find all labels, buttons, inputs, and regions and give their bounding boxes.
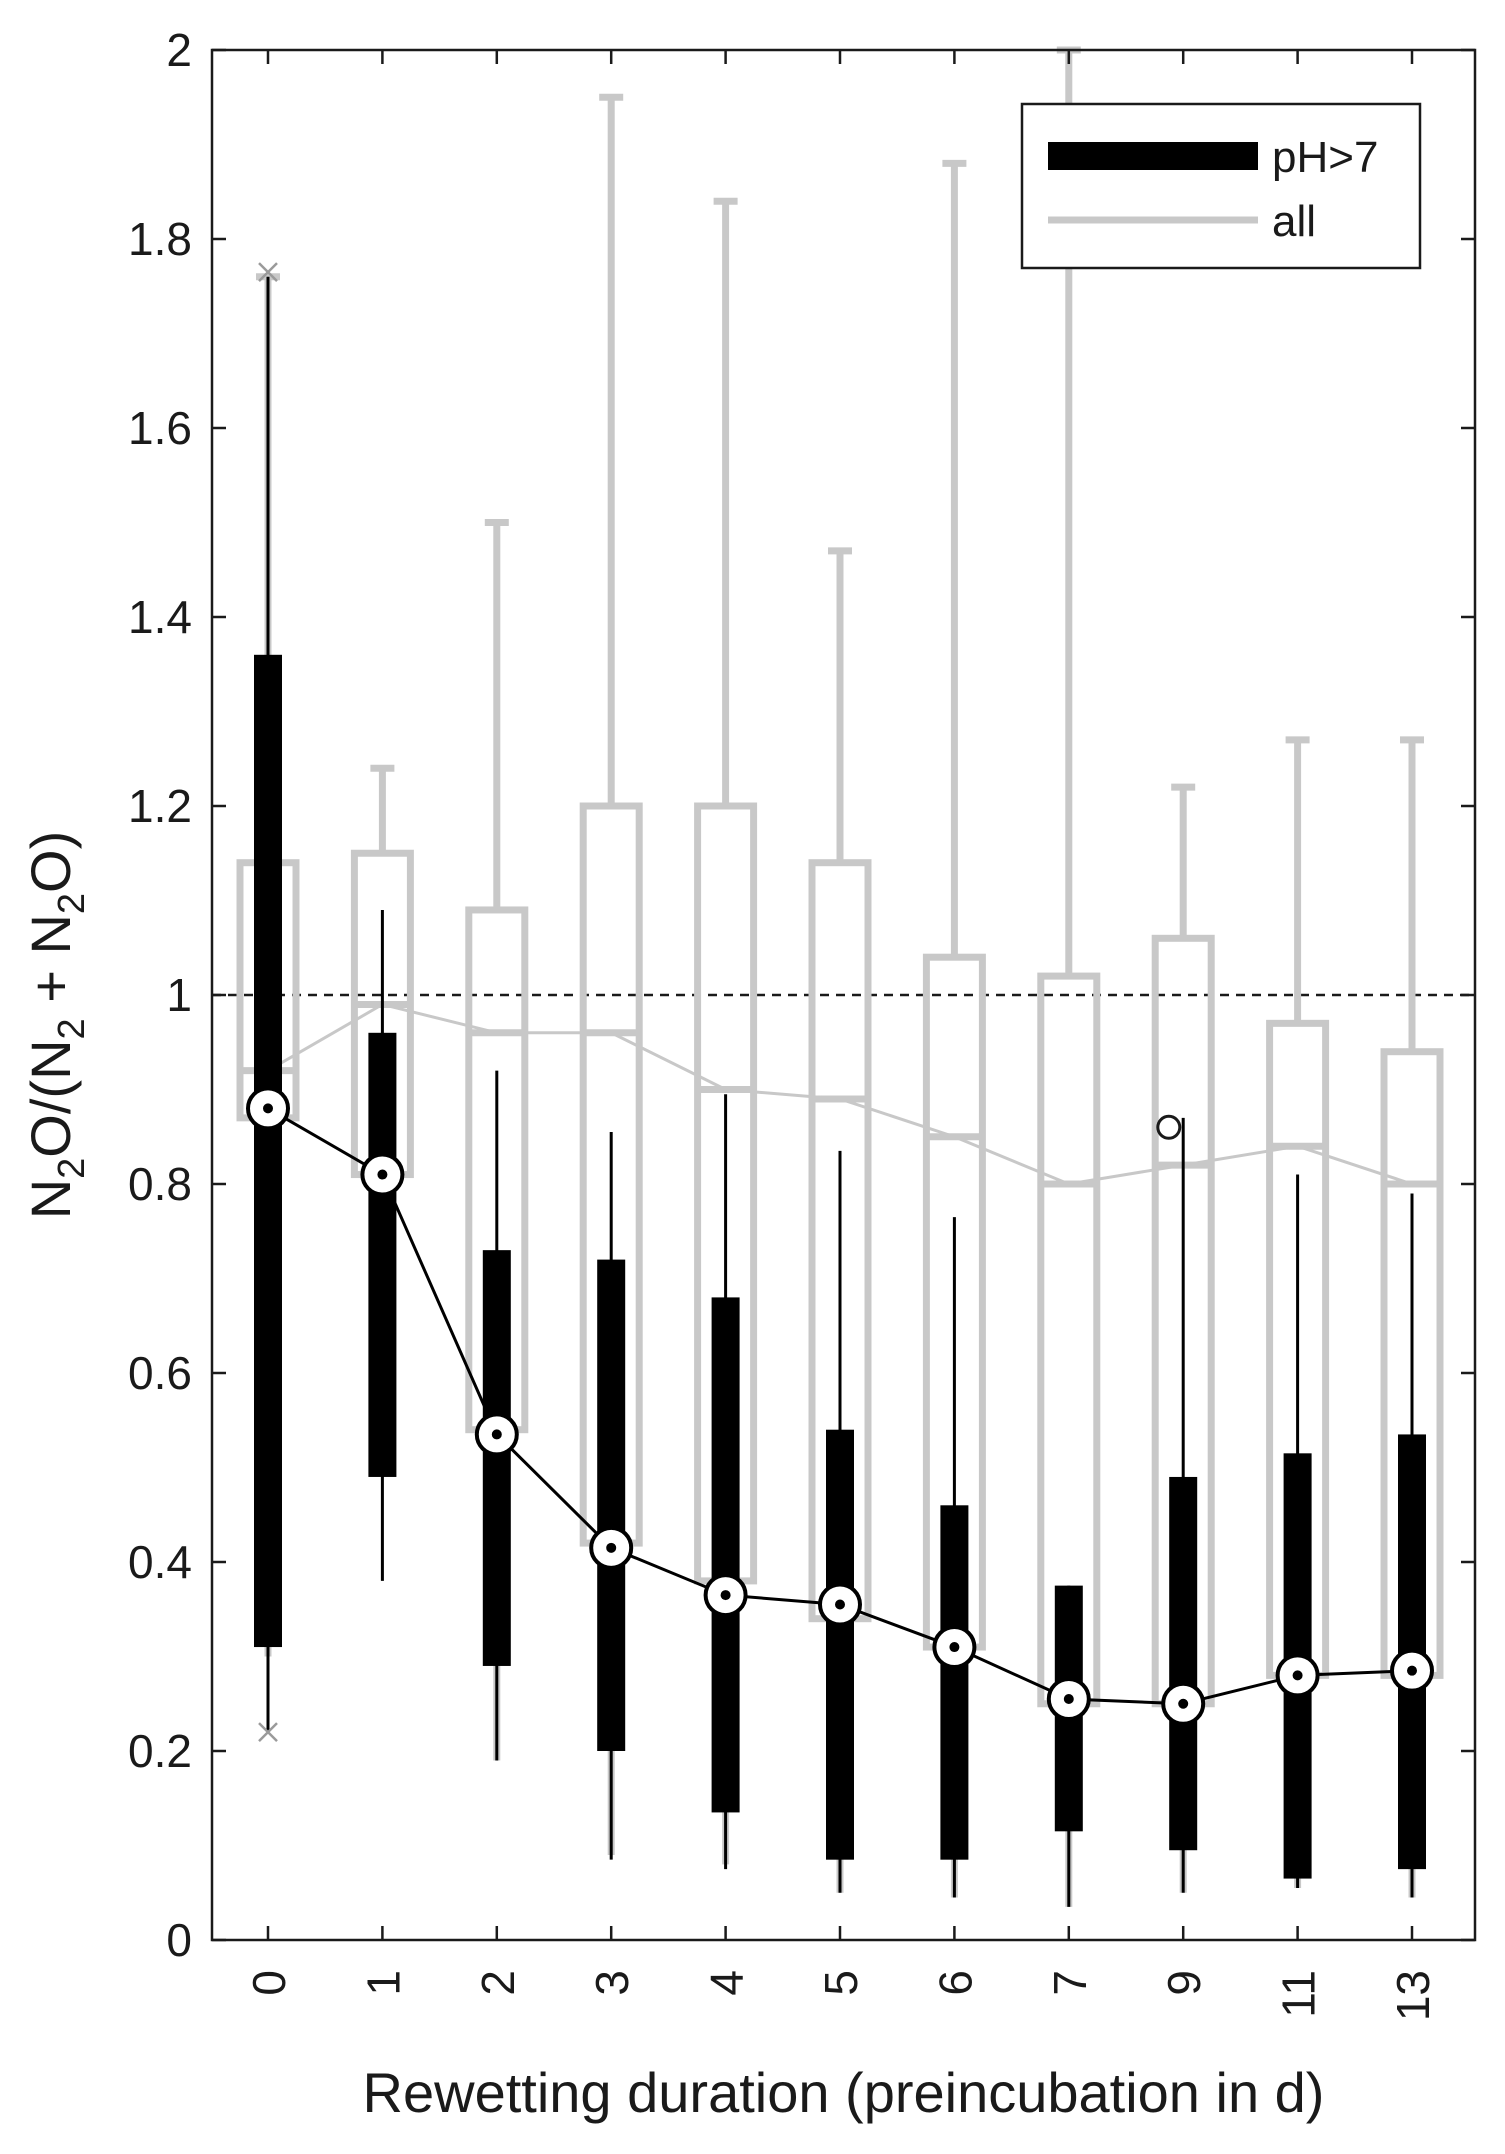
y-axis-label-part: N bbox=[19, 1179, 82, 1219]
ph-median-dot bbox=[949, 1642, 960, 1653]
x-tick-label: 4 bbox=[701, 1970, 753, 1996]
y-tick-label: 0.8 bbox=[128, 1158, 192, 1210]
x-tick-label: 2 bbox=[472, 1970, 524, 1996]
y-tick-label: 1.6 bbox=[128, 402, 192, 454]
y-tick-label: 2 bbox=[166, 24, 192, 76]
y-axis-label: N2O/(N2 + N2O) bbox=[19, 831, 93, 1220]
legend: pH>7 all bbox=[1020, 102, 1422, 270]
ph-median-dot bbox=[1063, 1694, 1074, 1705]
all-outlier bbox=[1156, 1114, 1182, 1140]
ph-box bbox=[254, 654, 282, 1648]
legend-label-ph: pH>7 bbox=[1272, 133, 1378, 182]
x-tick-label: 3 bbox=[586, 1970, 638, 1996]
y-tick-label: 1.4 bbox=[128, 591, 192, 643]
ph-median-dot bbox=[377, 1169, 388, 1180]
y-tick-label: 0.2 bbox=[128, 1725, 192, 1777]
legend-label-all: all bbox=[1272, 197, 1316, 246]
ph-extreme-marker-stroke bbox=[258, 262, 278, 282]
y-tick-label: 1.8 bbox=[128, 213, 192, 265]
ph-median-dot bbox=[1292, 1670, 1303, 1681]
ph-box bbox=[711, 1297, 740, 1813]
y-tick-label: 0.6 bbox=[128, 1347, 192, 1399]
ph-extreme-marker bbox=[258, 1722, 278, 1742]
x-tick-label: 13 bbox=[1387, 1970, 1439, 2021]
y-axis-label-subscript: 2 bbox=[51, 893, 93, 914]
y-axis-label-part: + N bbox=[19, 914, 82, 1018]
y-tick-label: 0.4 bbox=[128, 1536, 192, 1588]
ph-box bbox=[826, 1429, 854, 1860]
ph-box bbox=[597, 1259, 626, 1751]
ph-box bbox=[368, 1032, 397, 1477]
axes-layer: 0 0.2 0.4 0.6 0.8 1 1.2 1.4 1.6 1.8 2 0 1 2 3 4 5 6 7 9 11 13 bbox=[128, 24, 1477, 2021]
ph-median-dot bbox=[1407, 1665, 1417, 1676]
all-median-line bbox=[267, 1002, 1413, 1186]
ph-median-dot bbox=[720, 1590, 731, 1601]
x-tick-label: 0 bbox=[243, 1970, 295, 1996]
ph-median-dot bbox=[835, 1599, 845, 1610]
ph-median-dot bbox=[1178, 1698, 1189, 1709]
ph-box bbox=[482, 1250, 511, 1666]
ph-series-layer bbox=[246, 262, 1434, 1907]
x-tick-label: 6 bbox=[929, 1970, 981, 1996]
y-tick-label: 1.2 bbox=[128, 780, 192, 832]
legend-box bbox=[1020, 102, 1422, 270]
ph-extreme-marker bbox=[258, 262, 278, 282]
y-axis-label-part: O/(N bbox=[19, 1039, 82, 1157]
x-tick-label: 11 bbox=[1273, 1970, 1325, 2018]
ph-box bbox=[940, 1505, 969, 1860]
ph-median-dot bbox=[491, 1429, 502, 1440]
y-tick-label: 1 bbox=[166, 969, 192, 1021]
x-tick-label: 7 bbox=[1044, 1970, 1096, 1996]
y-axis-label-subscript: 2 bbox=[51, 1158, 93, 1179]
ph-median-dot bbox=[263, 1103, 273, 1114]
y-tick-label: 0 bbox=[166, 1914, 192, 1966]
y-axis-label-part: O) bbox=[19, 831, 82, 893]
ph-box bbox=[1169, 1476, 1198, 1851]
ph-median-dot bbox=[606, 1542, 617, 1553]
ph-extreme-marker-stroke bbox=[258, 1722, 278, 1742]
x-axis-label: Rewetting duration (preincubation in d) bbox=[363, 2061, 1325, 2124]
y-axis-label-subscript: 2 bbox=[51, 1018, 93, 1039]
x-tick-label: 5 bbox=[815, 1970, 867, 1996]
x-tick-label: 9 bbox=[1158, 1970, 1210, 1996]
x-tick-label: 1 bbox=[357, 1970, 409, 1996]
